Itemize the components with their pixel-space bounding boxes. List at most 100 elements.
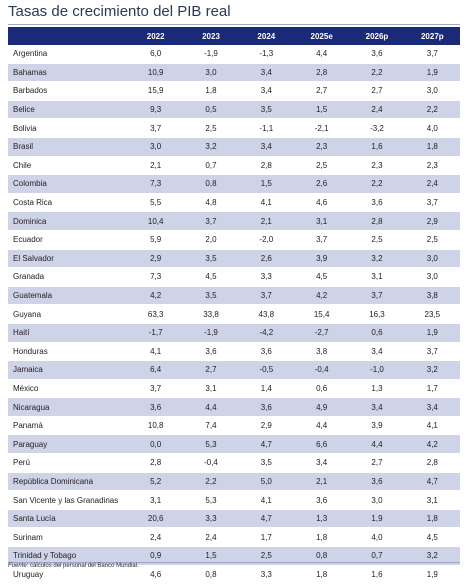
value-cell: 2,6 [293, 174, 350, 194]
header-country [8, 27, 128, 45]
country-cell: Guyana [8, 304, 128, 324]
value-cell: 2,4 [183, 527, 239, 548]
country-cell: República Dominicana [8, 472, 128, 492]
value-cell: 4,6 [293, 193, 350, 213]
value-cell: 1,7 [238, 527, 294, 548]
value-cell: 2,1 [238, 211, 294, 231]
country-cell: Brasil [8, 137, 128, 157]
value-cell: 3,4 [238, 81, 294, 101]
value-cell: 4,2 [128, 286, 184, 306]
value-cell: 1,9 [404, 565, 460, 584]
value-cell: 3,5 [238, 453, 294, 473]
country-cell: Guatemala [8, 286, 128, 306]
value-cell: 1,9 [404, 63, 460, 83]
value-cell: 0,8 [183, 565, 239, 584]
value-cell: 1,8 [293, 565, 350, 584]
value-cell: 1,8 [293, 527, 350, 548]
value-cell: -4,2 [238, 323, 294, 343]
country-cell: Bolivia [8, 118, 128, 138]
value-cell: 4,7 [238, 509, 294, 529]
value-cell: 4,4 [293, 45, 350, 64]
value-cell: 4,0 [404, 118, 460, 138]
value-cell: 3,1 [128, 490, 184, 510]
value-cell: 3,8 [404, 286, 460, 306]
value-cell: 10,8 [128, 416, 184, 436]
value-cell: 7,3 [128, 267, 184, 287]
value-cell: 3,4 [349, 342, 405, 362]
country-cell: Haití [8, 323, 128, 343]
value-cell: 4,7 [404, 472, 460, 492]
value-cell: 3,7 [238, 286, 294, 306]
value-cell: -1,9 [183, 323, 239, 343]
value-cell: 1,8 [404, 137, 460, 157]
country-cell: Surinam [8, 527, 128, 548]
country-cell: México [8, 379, 128, 399]
value-cell: 3,2 [183, 137, 239, 157]
value-cell: 0,7 [349, 546, 405, 566]
value-cell: 7,3 [128, 174, 184, 194]
country-cell: Barbados [8, 81, 128, 101]
value-cell: 2,3 [349, 156, 405, 176]
value-cell: 2,2 [349, 63, 405, 83]
value-cell: 3,6 [349, 193, 405, 213]
value-cell: 4,8 [183, 193, 239, 213]
table-row: Belice 9,3 0,5 3,5 1,5 2,4 2,2 [8, 100, 460, 120]
value-cell: 16,3 [349, 304, 405, 324]
value-cell: 2,8 [293, 63, 350, 83]
value-cell: 4,5 [404, 527, 460, 548]
value-cell: 3,6 [238, 342, 294, 362]
value-cell: 2,2 [349, 174, 405, 194]
value-cell: -2,0 [238, 230, 294, 250]
value-cell: 33,8 [183, 304, 239, 324]
value-cell: 2,6 [238, 249, 294, 269]
table-row: Brasil 3,0 3,2 3,4 2,3 1,6 1,8 [8, 137, 460, 157]
table-row: México 3,7 3,1 1,4 0,6 1,3 1,7 [8, 379, 460, 399]
value-cell: 1,5 [238, 174, 294, 194]
value-cell: 2,7 [349, 453, 405, 473]
value-cell: 3,9 [293, 249, 350, 269]
value-cell: 2,7 [183, 360, 239, 380]
value-cell: 1,4 [238, 379, 294, 399]
value-cell: 1,8 [404, 509, 460, 529]
country-cell: Trinidad y Tobago [8, 546, 128, 566]
value-cell: 3,6 [183, 342, 239, 362]
value-cell: 2,7 [349, 81, 405, 101]
value-cell: 3,7 [293, 230, 350, 250]
value-cell: 3,4 [238, 137, 294, 157]
header-year: 2024 [238, 27, 294, 45]
country-cell: Panamá [8, 416, 128, 436]
value-cell: 2,9 [128, 249, 184, 269]
table-title: Tasas de crecimiento del PIB real [8, 3, 231, 20]
table-row: Argentina 6,0 -1,9 -1,3 4,4 3,6 3,7 [8, 45, 460, 64]
value-cell: 0,7 [183, 156, 239, 176]
country-cell: Santa Lucía [8, 509, 128, 529]
value-cell: 3,3 [238, 565, 294, 584]
value-cell: 3,3 [183, 509, 239, 529]
value-cell: 2,4 [128, 527, 184, 548]
value-cell: 4,1 [128, 342, 184, 362]
value-cell: 0,6 [293, 379, 350, 399]
value-cell: 3,1 [183, 379, 239, 399]
value-cell: 2,8 [349, 211, 405, 231]
value-cell: 20,6 [128, 509, 184, 529]
value-cell: 0,6 [349, 323, 405, 343]
value-cell: 3,6 [128, 397, 184, 417]
value-cell: -1,1 [238, 118, 294, 138]
value-cell: 4,5 [293, 267, 350, 287]
value-cell: 5,5 [128, 193, 184, 213]
value-cell: 0,5 [183, 100, 239, 120]
value-cell: 2,5 [183, 118, 239, 138]
value-cell: 3,2 [404, 360, 460, 380]
table-row: Guatemala 4,2 3,5 3,7 4,2 3,7 3,8 [8, 286, 460, 306]
value-cell: 3,6 [293, 490, 350, 510]
country-cell: Ecuador [8, 230, 128, 250]
value-cell: -3,2 [349, 118, 405, 138]
country-cell: Dominica [8, 211, 128, 231]
value-cell: 0,8 [183, 174, 239, 194]
value-cell: 15,4 [293, 304, 350, 324]
value-cell: 3,1 [404, 490, 460, 510]
value-cell: 3,2 [404, 546, 460, 566]
header-row: 2022 2023 2024 2025e 2026p 2027p [8, 27, 460, 45]
value-cell: 4,4 [183, 397, 239, 417]
value-cell: 3,4 [349, 397, 405, 417]
